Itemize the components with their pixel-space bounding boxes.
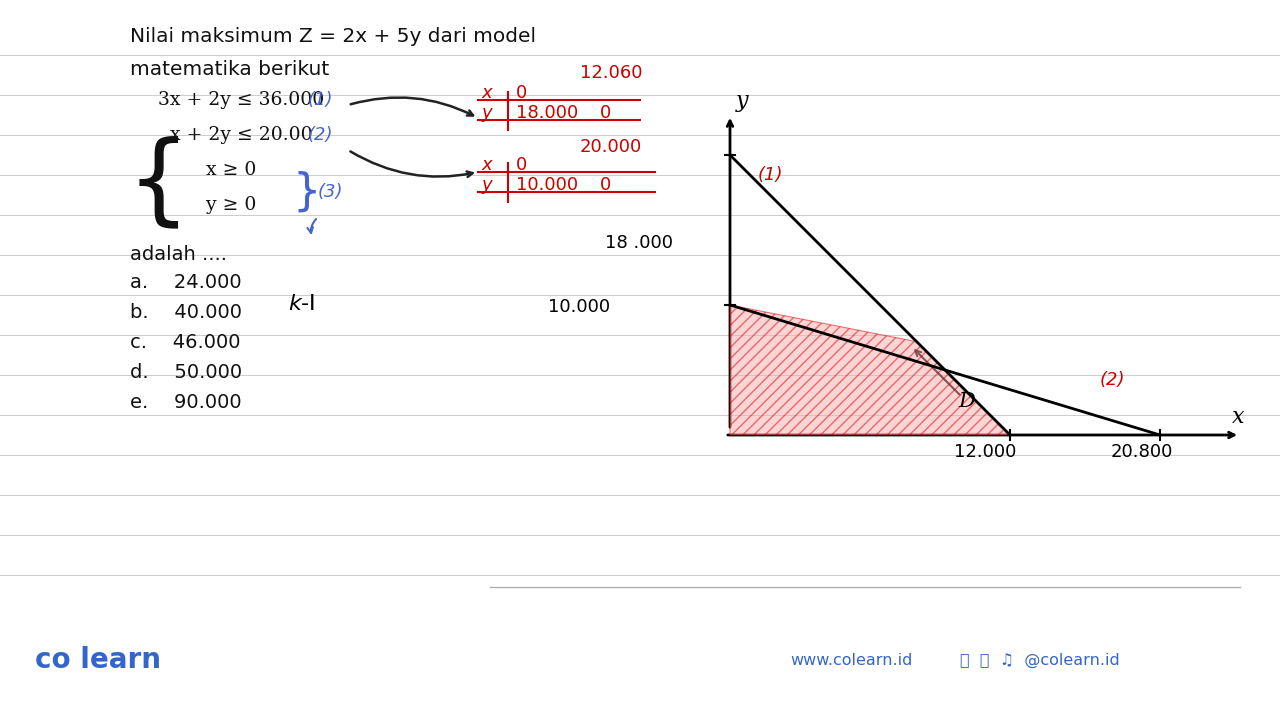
Text: b.  40.000: b. 40.000: [131, 303, 242, 322]
Text: 18.000: 18.000: [516, 104, 579, 122]
Text: x: x: [1231, 406, 1244, 428]
Text: 3x + 2y ≤ 36.000: 3x + 2y ≤ 36.000: [157, 91, 324, 109]
Text: $\{$: $\{$: [125, 137, 179, 233]
Text: 12.060: 12.060: [580, 64, 643, 82]
Text: a.  24.000: a. 24.000: [131, 273, 242, 292]
Text: x + 2y ≤ 20.00: x + 2y ≤ 20.00: [157, 126, 312, 144]
Text: 20.800: 20.800: [1111, 443, 1174, 461]
Text: $\mathit{k}$-I: $\mathit{k}$-I: [288, 294, 315, 314]
Text: 20.000: 20.000: [580, 138, 643, 156]
Text: (2): (2): [308, 126, 334, 144]
Text: e.  90.000: e. 90.000: [131, 393, 242, 412]
Text: 0: 0: [516, 156, 527, 174]
Text: 0: 0: [600, 104, 612, 122]
Text: c.  46.000: c. 46.000: [131, 333, 241, 352]
Polygon shape: [730, 305, 1010, 435]
Text: ⧁  ⦾  ♫  @colearn.id: ⧁ ⦾ ♫ @colearn.id: [960, 653, 1120, 668]
Text: x ≥ 0: x ≥ 0: [157, 161, 256, 179]
Text: 0: 0: [516, 84, 527, 102]
Text: www.colearn.id: www.colearn.id: [790, 653, 913, 668]
Text: co learn: co learn: [35, 646, 161, 674]
Text: matematika berikut: matematika berikut: [131, 60, 329, 79]
Text: (1): (1): [758, 166, 783, 184]
Text: x: x: [481, 84, 492, 102]
Text: 10.000: 10.000: [516, 176, 579, 194]
Text: 18 .000: 18 .000: [605, 234, 673, 252]
Text: adalah ....: adalah ....: [131, 245, 227, 264]
Text: d.  50.000: d. 50.000: [131, 363, 242, 382]
Text: }: }: [292, 171, 320, 214]
Text: (3): (3): [317, 183, 343, 201]
Text: (1): (1): [308, 91, 334, 109]
Text: 12.000: 12.000: [954, 443, 1016, 461]
Text: (2): (2): [1100, 371, 1125, 389]
Text: Nilai maksimum Z = 2x + 5y dari model: Nilai maksimum Z = 2x + 5y dari model: [131, 27, 536, 46]
Text: y ≥ 0: y ≥ 0: [157, 196, 256, 214]
Text: 10.000: 10.000: [548, 298, 611, 316]
Text: 0: 0: [600, 176, 612, 194]
Text: y: y: [736, 90, 749, 112]
Text: y: y: [481, 176, 492, 194]
Text: y: y: [481, 104, 492, 122]
Text: D: D: [959, 392, 975, 410]
Text: x: x: [481, 156, 492, 174]
